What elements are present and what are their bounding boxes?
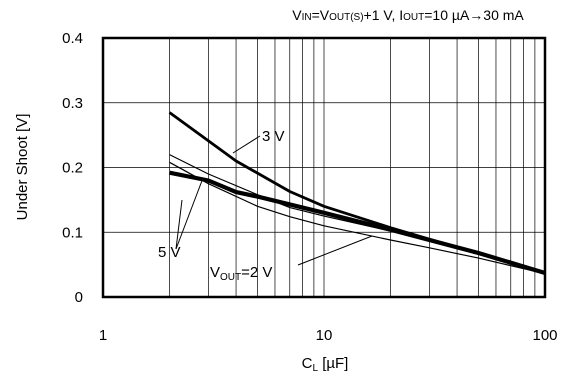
leader-vout xyxy=(297,235,373,266)
title-part-in: IN xyxy=(302,12,312,23)
x-tick-labels: 1 10 100 xyxy=(99,327,558,344)
x-axis-title: CL [µF] xyxy=(302,355,349,374)
series-line-3 xyxy=(169,161,546,275)
title-part-eq-v: =V xyxy=(312,7,330,23)
xlabel-sub: L xyxy=(312,363,318,374)
xlabel-c: C xyxy=(302,355,313,372)
anno-vout-v: V xyxy=(210,264,220,281)
y-axis-title: Under Shoot [V] xyxy=(14,114,31,221)
annotation-5v: 5 V xyxy=(158,244,181,261)
annotation-leaders xyxy=(175,135,373,266)
y-tick-label-1: 0.1 xyxy=(62,224,83,241)
anno-vout-sub: OUT xyxy=(220,272,241,283)
series-line-0 xyxy=(168,111,546,274)
xlabel-rest: [µF] xyxy=(318,355,348,372)
title-part-out: OUT xyxy=(403,12,424,23)
leader-5v-b xyxy=(175,199,183,250)
y-tick-label-2: 0.2 xyxy=(62,160,83,177)
x-tick-label-2: 100 xyxy=(532,327,557,344)
leader-3v xyxy=(232,135,261,154)
y-tick-labels: 0 0.1 0.2 0.3 0.4 xyxy=(62,30,83,306)
grid xyxy=(103,38,545,297)
title-part-outs: OUT(S) xyxy=(329,12,363,23)
y-tick-label-3: 0.3 xyxy=(62,95,83,112)
annotation-3v: 3 V xyxy=(262,128,285,145)
anno-vout-rest: =2 V xyxy=(241,264,272,281)
series-group xyxy=(168,111,546,276)
x-tick-label-0: 1 xyxy=(99,327,107,344)
chart-title: VIN=VOUT(S)+1 V, IOUT=10 µA→30 mA xyxy=(292,7,524,23)
title-part-range: =10 µA→30 mA xyxy=(424,7,524,23)
series-line-1 xyxy=(169,170,546,276)
y-tick-label-0: 0 xyxy=(75,289,83,306)
annotation-vout-2v: VOUT=2 V xyxy=(210,264,272,283)
title-part-plus: +1 V, I xyxy=(364,7,404,23)
y-tick-label-4: 0.4 xyxy=(62,30,83,47)
x-tick-label-1: 10 xyxy=(316,327,333,344)
series-line-2 xyxy=(169,154,546,273)
title-part-v: V xyxy=(292,7,302,23)
leader-5v-a xyxy=(175,177,204,250)
plot-frame xyxy=(101,36,547,299)
